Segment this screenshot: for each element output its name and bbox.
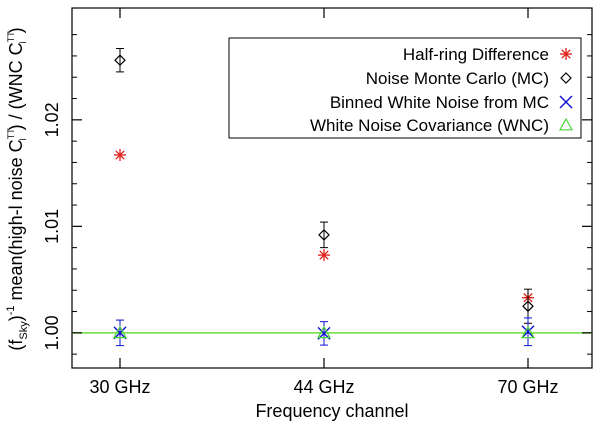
- error-bar: [116, 47, 124, 73]
- y-title-part-2: ): [6, 315, 26, 321]
- data-point-diamond: [318, 229, 330, 241]
- data-point-triangle: [112, 325, 128, 339]
- marks-layer: [112, 47, 536, 347]
- data-point-diamond: [522, 300, 534, 313]
- triangle-shape: [520, 325, 536, 339]
- y-title-sub-l-1: l: [18, 138, 28, 140]
- data-point-triangle: [520, 325, 536, 339]
- legend: Half-ring Difference Noise Monte Carlo (M…: [228, 37, 582, 139]
- triangle-shape: [558, 117, 574, 131]
- x-stroke: [113, 326, 127, 340]
- triangle-shape: [316, 325, 332, 339]
- x-stroke: [521, 325, 535, 339]
- diamond-shape: [114, 54, 126, 67]
- y-title-sup-inv: -1: [5, 305, 17, 315]
- x-stroke: [559, 95, 573, 109]
- y-tick-label: 1.01: [42, 209, 62, 244]
- ticks-layer: 1.00 1.01 1.02 30 GHz 44 GHz 70 GHz: [42, 8, 592, 397]
- error-bar: [320, 221, 328, 249]
- y-tick-label: 1.00: [42, 315, 62, 350]
- diamond-shape: [318, 229, 330, 241]
- legend-marker-diamond: [560, 72, 572, 84]
- data-point-diamond: [114, 54, 126, 67]
- x-tick-label: 44 GHz: [293, 377, 354, 397]
- data-point-x: [113, 326, 127, 340]
- legend-label: Binned White Noise from MC: [330, 93, 549, 112]
- y-title-part-3: mean(high-l noise C: [6, 139, 26, 305]
- legend-marker-asterisk: [560, 48, 572, 60]
- y-axis-title: (fSky)-1 mean(high-l noise CTT l) / (WNC …: [5, 27, 30, 350]
- y-title-sub-sky: Sky: [18, 321, 30, 340]
- data-point-asterisk: [318, 249, 330, 262]
- y-title-sup-tt-1: TT: [6, 128, 16, 139]
- y-title-part-4: ) / (WNC C: [6, 42, 26, 130]
- legend-box: [228, 37, 582, 139]
- triangle-shape: [112, 325, 128, 339]
- data-point-triangle: [316, 325, 332, 339]
- diamond-shape: [560, 72, 572, 84]
- x-tick-label: 30 GHz: [89, 377, 150, 397]
- legend-marker-x: [559, 95, 573, 109]
- diamond-shape: [522, 300, 534, 313]
- y-title-part-5: ): [6, 27, 26, 33]
- legend-label: Half-ring Difference: [403, 45, 549, 64]
- y-title-part-1: (f: [6, 339, 26, 351]
- plot-frame: [71, 7, 593, 369]
- legend-label: Noise Monte Carlo (MC): [366, 69, 549, 88]
- x-axis-title: Frequency channel: [255, 401, 408, 421]
- data-point-x: [521, 325, 535, 339]
- y-tick-label: 1.02: [42, 102, 62, 137]
- legend-label: White Noise Covariance (WNC): [310, 116, 549, 135]
- y-title-sup-tt-2: TT: [6, 31, 16, 42]
- y-title-sub-l-2: l: [18, 41, 28, 43]
- x-tick-label: 70 GHz: [497, 377, 558, 397]
- legend-marker-triangle: [558, 117, 574, 131]
- data-point-asterisk: [114, 148, 126, 161]
